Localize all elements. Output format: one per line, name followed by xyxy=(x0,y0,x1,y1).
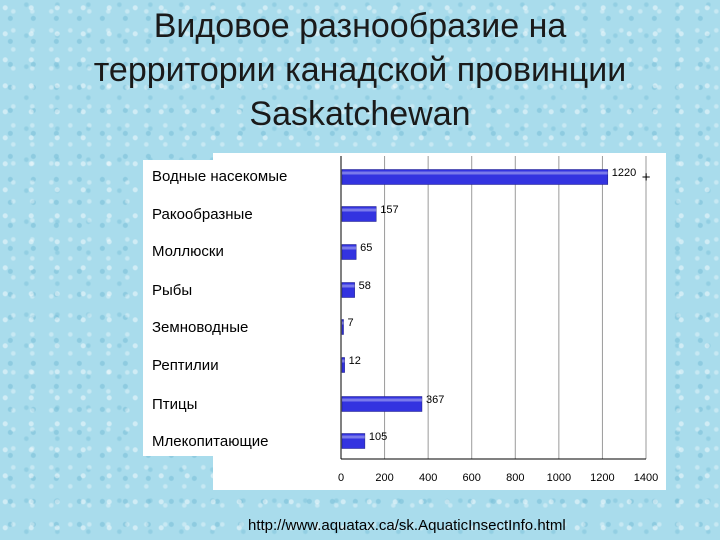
category-label-aquatic-insects: Водные насекомые xyxy=(152,168,288,185)
bar-highlight-4 xyxy=(342,284,355,288)
category-label-birds: Птицы xyxy=(152,396,198,413)
data-label-5: 7 xyxy=(348,317,354,329)
bar-2 xyxy=(341,206,377,222)
data-label-3: 65 xyxy=(360,242,372,254)
x-tick-label-200: 200 xyxy=(375,472,393,484)
data-label-1: 1220 xyxy=(612,167,636,179)
bar-1 xyxy=(341,169,609,185)
data-label-7: 367 xyxy=(426,394,444,406)
bar-5 xyxy=(341,319,344,335)
x-tick-label-1000: 1000 xyxy=(547,472,571,484)
bar-highlight-8 xyxy=(342,435,365,439)
x-tick-label-0: 0 xyxy=(338,472,344,484)
bar-highlight-5 xyxy=(342,321,344,325)
x-tick-label-600: 600 xyxy=(463,472,481,484)
data-label-8: 105 xyxy=(369,431,387,443)
bar-highlight-1 xyxy=(342,171,608,175)
bar-highlight-3 xyxy=(342,246,357,250)
title-line-1: Видовое разнообразие на xyxy=(153,7,567,45)
title-line-3: Saskatchewan xyxy=(249,95,471,133)
bar-3 xyxy=(341,244,357,260)
bar-6 xyxy=(341,357,345,373)
category-label-fish: Рыбы xyxy=(152,282,193,299)
bar-7 xyxy=(341,396,423,412)
data-label-6: 12 xyxy=(349,355,361,367)
x-tick-label-1400: 1400 xyxy=(634,472,658,484)
source-url: http://www.aquatax.ca/sk.AquaticInsectIn… xyxy=(248,517,566,534)
bar-highlight-2 xyxy=(342,208,377,212)
plus-annotation: + xyxy=(642,169,651,186)
category-label-mammals: Млекопитающие xyxy=(152,433,269,450)
x-tick-label-1200: 1200 xyxy=(590,472,614,484)
bar-4 xyxy=(341,282,355,298)
data-label-4: 58 xyxy=(359,280,371,292)
title-line-2: территории канадской провинции xyxy=(93,51,627,89)
bar-highlight-6 xyxy=(342,359,345,363)
category-label-reptiles: Рептилии xyxy=(152,357,219,374)
category-label-box xyxy=(143,160,341,456)
slide-title: Видовое разнообразие на территории канад… xyxy=(0,4,720,136)
category-label-mollusks: Моллюски xyxy=(152,243,224,260)
x-tick-label-400: 400 xyxy=(419,472,437,484)
data-label-2: 157 xyxy=(380,204,398,216)
category-label-crustaceans: Ракообразные xyxy=(152,206,253,223)
category-label-amphibians: Земноводные xyxy=(152,319,249,336)
bar-8 xyxy=(341,433,366,449)
bar-highlight-7 xyxy=(342,398,422,402)
x-tick-label-800: 800 xyxy=(506,472,524,484)
